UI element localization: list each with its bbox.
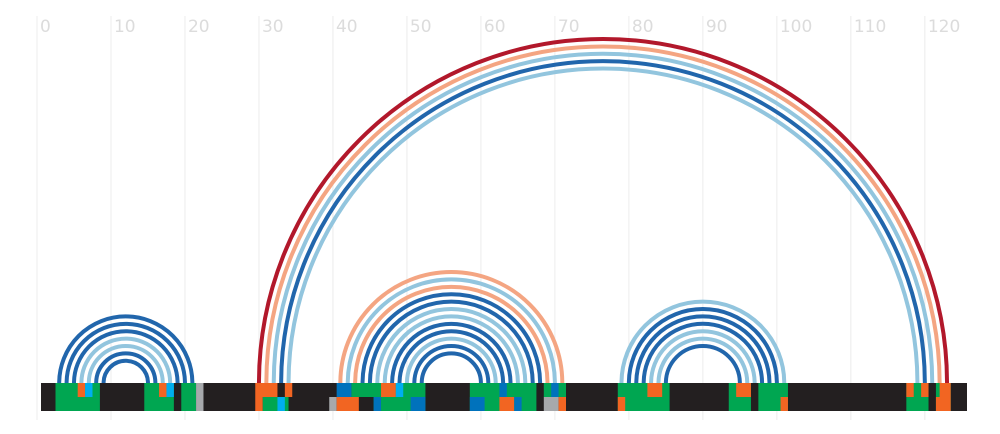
track-block — [181, 383, 197, 411]
track-block — [543, 397, 559, 411]
track-block — [166, 383, 174, 397]
arc — [656, 336, 750, 384]
track-block — [284, 383, 293, 397]
track-block — [255, 383, 278, 397]
arc — [367, 299, 535, 384]
arc — [634, 314, 772, 384]
arc — [390, 321, 513, 384]
arc — [419, 351, 483, 384]
track-block — [196, 383, 204, 397]
x-tick-label: 110 — [854, 17, 886, 37]
track-block — [469, 397, 485, 411]
track-block — [336, 383, 352, 397]
track-block — [159, 383, 167, 397]
track-block — [647, 383, 663, 397]
arc — [57, 314, 195, 384]
arc — [397, 329, 506, 384]
arc — [626, 307, 779, 384]
arc — [94, 351, 158, 384]
track-block — [85, 383, 93, 397]
arc — [256, 36, 950, 384]
arc — [101, 358, 150, 384]
track-block — [373, 397, 382, 411]
x-tick-label: 40 — [336, 17, 358, 37]
x-tick-label: 100 — [780, 17, 812, 37]
arc — [338, 270, 565, 384]
track-block — [395, 383, 404, 397]
track-block — [499, 397, 515, 411]
x-tick-label: 0 — [40, 17, 51, 37]
arc — [375, 307, 528, 384]
track-block — [277, 397, 285, 411]
track-block — [558, 397, 566, 411]
x-tick-label: 90 — [706, 17, 728, 37]
track-block — [617, 397, 626, 411]
arc — [360, 292, 543, 384]
track-block — [780, 397, 788, 411]
track-block — [410, 397, 426, 411]
track-block — [196, 397, 204, 411]
arc — [264, 44, 942, 384]
arc — [663, 344, 742, 384]
track-block — [939, 383, 951, 397]
x-tick-label: 70 — [558, 17, 580, 37]
track-block — [906, 383, 914, 397]
arc — [64, 322, 187, 384]
track-block — [736, 383, 751, 397]
arc — [382, 314, 520, 384]
arc — [641, 321, 765, 384]
track-block — [551, 383, 559, 397]
arc — [649, 329, 757, 384]
x-tick-label: 10 — [114, 17, 136, 37]
arc — [79, 336, 173, 384]
x-tick-label: 80 — [632, 17, 654, 37]
x-tick-label: 30 — [262, 17, 284, 37]
x-tick-label: 50 — [410, 17, 432, 37]
arc — [279, 59, 927, 384]
arc — [71, 329, 180, 384]
track-block — [255, 397, 263, 411]
x-tick-label: 60 — [484, 17, 506, 37]
x-tick-label: 120 — [928, 17, 960, 37]
arc — [271, 51, 935, 384]
track-block — [381, 383, 396, 397]
arc — [404, 336, 498, 384]
track-block — [77, 383, 86, 397]
arc — [286, 66, 920, 384]
track-block — [499, 383, 507, 397]
arc — [619, 299, 787, 384]
arc — [345, 277, 557, 384]
track-block — [514, 397, 522, 411]
track-block — [336, 397, 359, 411]
arc — [86, 344, 165, 384]
track-block — [935, 397, 951, 411]
arc — [353, 284, 550, 384]
track-block — [329, 397, 337, 411]
arc — [412, 344, 491, 384]
x-tick-label: 20 — [188, 17, 210, 37]
track-block — [921, 383, 929, 397]
